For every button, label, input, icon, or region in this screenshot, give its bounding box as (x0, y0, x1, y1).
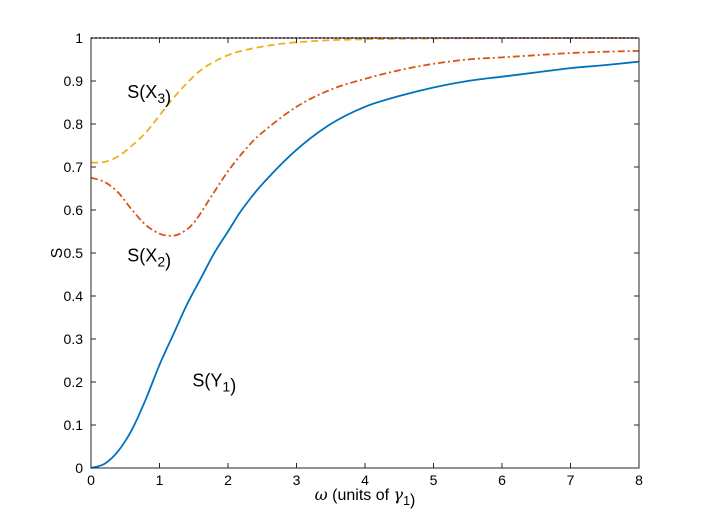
x-tick-label: 0 (87, 472, 95, 488)
y-tick-label: 0.8 (64, 116, 84, 132)
y-tick-label: 1 (75, 30, 83, 46)
x-tick-label: 5 (430, 472, 438, 488)
y-tick-label: 0.2 (64, 374, 84, 390)
x-tick-label: 4 (361, 472, 369, 488)
labels-layer: 0 1 2 3 4 5 6 7 8 0 0.1 0.2 0.3 0.4 0.5 0.6 0.7 0.8 0.9 1 ω … (49, 30, 643, 509)
series-line-s-y1 (90, 60, 640, 469)
axes-layer (90, 37, 640, 469)
x-tick-label: 6 (498, 472, 506, 488)
x-tick-label: 7 (567, 472, 575, 488)
series-line-s-x3 (90, 37, 639, 164)
x-axis-title: ω (units of γ1) (315, 485, 416, 509)
x-tick-label: 3 (293, 472, 301, 488)
y-tick-label: 0.7 (64, 159, 84, 175)
annotation-s-x3: S(X3) (127, 82, 171, 107)
annotation-s-x2: S(X2) (127, 246, 171, 271)
y-tick-label: 0.1 (64, 417, 84, 433)
annotation-s-y1: S(Y1) (192, 370, 236, 395)
series-line-s-x2 (90, 50, 640, 237)
y-tick-label: 0.9 (64, 73, 84, 89)
plot-box (90, 37, 640, 469)
x-tick-label: 1 (156, 472, 164, 488)
x-tick-label: 2 (224, 472, 232, 488)
x-tick-label: 8 (635, 472, 643, 488)
y-tick-label: 0.3 (64, 331, 84, 347)
y-axis-title: S (49, 248, 66, 259)
y-tick-label: 0 (75, 460, 83, 476)
y-tick-label: 0.4 (64, 288, 84, 304)
series-layer (90, 37, 640, 469)
y-tick-label: 0.6 (64, 202, 84, 218)
y-tick-label: 0.5 (64, 245, 84, 261)
